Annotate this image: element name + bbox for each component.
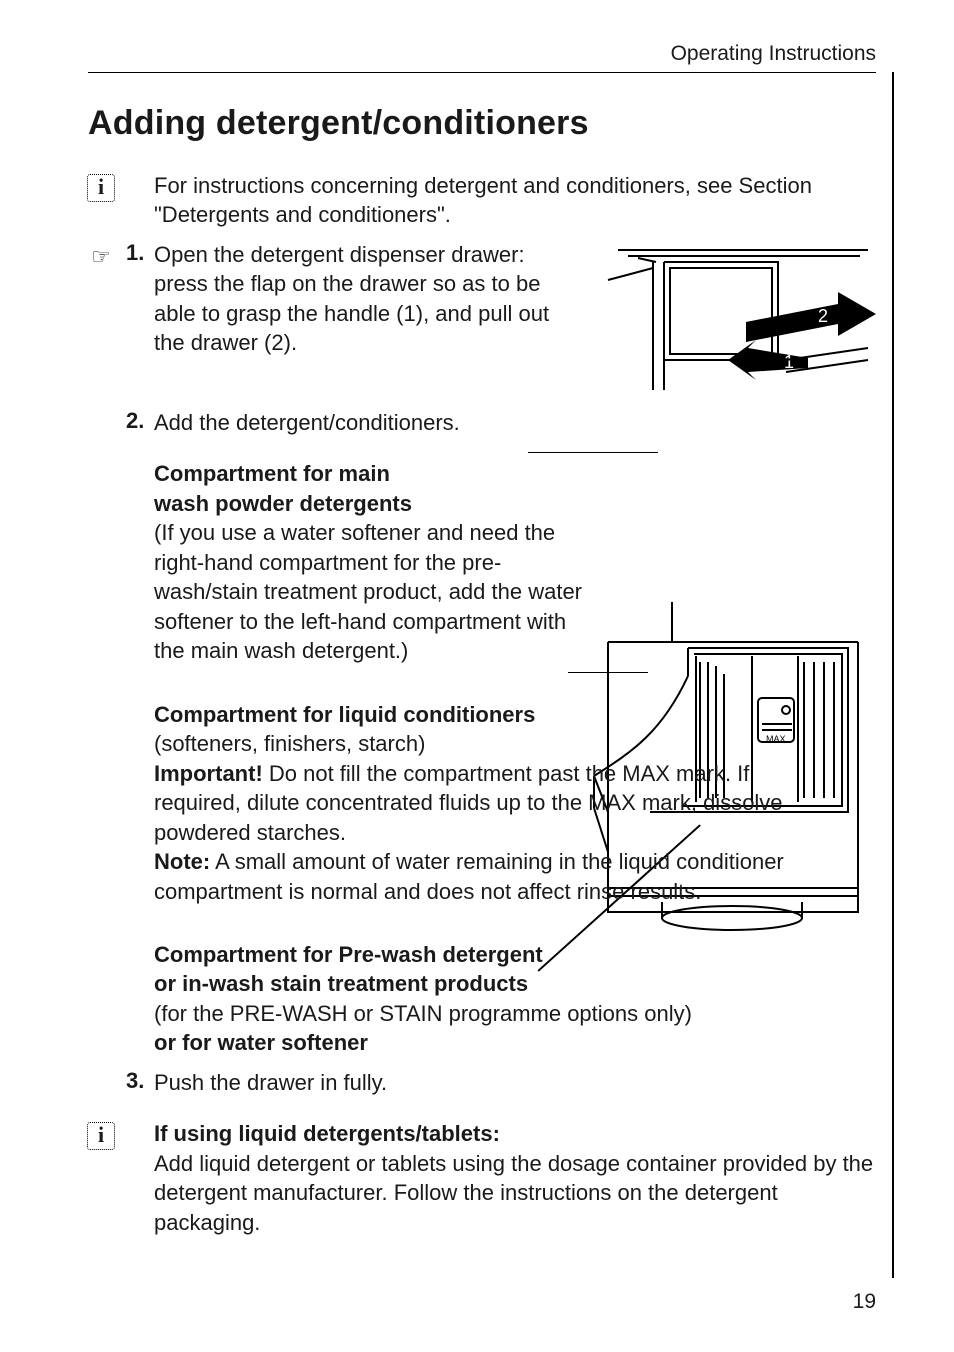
compartment-liquid: Compartment for liquid conditioners (sof… [88,700,876,906]
step-1: ☞ 1. Open the detergent dispenser drawer… [88,240,876,400]
leader-liquid [568,672,648,674]
note-label: Note: [154,849,210,874]
fig1-label-1: 1 [784,352,794,372]
compartment-prewash-line2: or for water softener [154,1028,876,1057]
intro-text: For instructions concerning detergent an… [154,171,876,230]
info-icon: i [86,173,116,203]
step-1-text: Open the detergent dispenser drawer: pre… [154,240,574,358]
compartment-liquid-head: Compartment for liquid conditioners [154,700,584,729]
info-icon: i [86,1121,116,1151]
compartment-prewash-head1: Compartment for Pre-wash detergent [154,940,876,969]
compartment-prewash-head2: or in-wash stain treatment products [154,969,876,998]
step-2: 2. Add the detergent/conditioners. [88,408,876,437]
leader-main [528,452,658,454]
step-3: 3. Push the drawer in fully. [88,1068,876,1097]
compartment-liquid-line1: (softeners, finishers, starch) [154,729,794,758]
hand-icon: ☞ [86,242,116,272]
arrow-1: 1 [728,340,808,380]
header-section-label: Operating Instructions [671,42,876,66]
note-text: A small amount of water remaining in the… [154,849,784,903]
step-2-text: Add the detergent/conditioners. [154,408,876,437]
liquid-detergents-body: Add liquid detergent or tablets using th… [154,1151,873,1235]
page-number: 19 [853,1290,876,1314]
step-1-num: 1. [126,240,144,266]
compartment-main-body: (If you use a water softener and need th… [154,520,582,663]
liquid-detergents-block: i If using liquid detergents/tablets: Ad… [88,1119,876,1237]
fig1-label-2: 2 [818,306,828,326]
liquid-detergents-head: If using liquid detergents/tablets: [154,1119,876,1148]
compartment-main-head2: wash powder detergents [154,489,584,518]
important-label: Important! [154,761,263,786]
intro-block: i For instructions concerning detergent … [88,171,876,230]
compartment-main-head1: Compartment for main [154,459,584,488]
page: Operating Instructions Adding detergent/… [88,48,876,1304]
content-area: Adding detergent/conditioners i For inst… [88,104,876,1247]
side-rule [892,72,894,1278]
step-2-num: 2. [126,408,144,434]
compartment-prewash: Compartment for Pre-wash detergent or in… [88,940,876,1058]
compartment-prewash-line1: (for the PRE-WASH or STAIN programme opt… [154,999,876,1028]
page-title: Adding detergent/conditioners [88,104,876,143]
figure-drawer-pull: 2 1 [598,240,880,400]
header-rule [88,72,876,73]
step-3-num: 3. [126,1068,144,1094]
arrow-2: 2 [746,292,876,342]
step-3-text: Push the drawer in fully. [154,1068,876,1097]
compartment-main: Compartment for main wash powder deterge… [88,459,876,665]
